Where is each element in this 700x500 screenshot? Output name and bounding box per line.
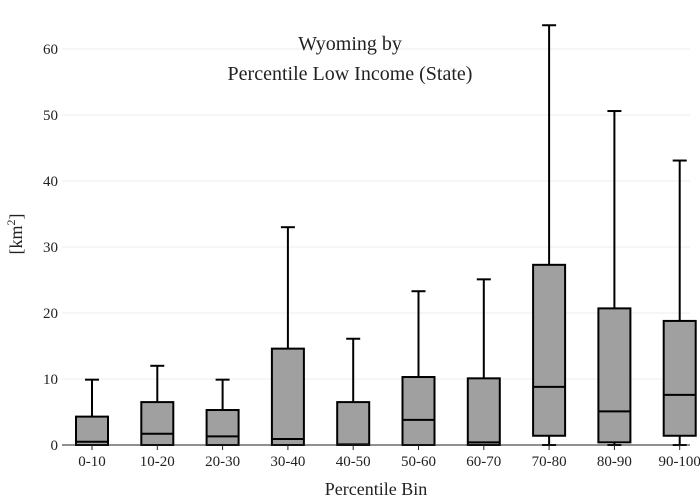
box	[140, 401, 175, 447]
y-tick-label: 60	[43, 42, 58, 58]
y-tick-label: 50	[43, 108, 58, 124]
box-group	[532, 24, 567, 446]
box-group	[270, 226, 305, 447]
x-tick-label: 0-10	[78, 454, 106, 470]
x-tick-label: 70-80	[532, 454, 567, 470]
box-group	[205, 378, 240, 446]
box	[662, 319, 697, 437]
box	[401, 376, 436, 446]
y-axis-title-superscript: 2	[4, 220, 18, 226]
x-tick-label: 20-30	[205, 454, 240, 470]
axes: 0 10 20 30 40 50 60 0-10 10-20 20-30 30-40 40-50 50-…	[43, 42, 700, 470]
y-tick-label: 0	[51, 438, 59, 454]
x-axis-title: Percentile Bin	[325, 479, 427, 499]
box-group	[140, 364, 175, 447]
y-tick-label: 40	[43, 174, 58, 190]
box	[270, 347, 305, 447]
chart-title-line-1: Wyoming by	[298, 33, 402, 55]
box-group	[401, 290, 436, 446]
box-group	[662, 159, 697, 446]
x-tick-label: 50-60	[401, 454, 436, 470]
box	[532, 263, 567, 437]
x-tick-label: 30-40	[270, 454, 305, 470]
box	[205, 409, 240, 446]
box-group	[336, 337, 371, 447]
box	[466, 377, 501, 446]
x-tick-label: 90-100	[658, 454, 700, 470]
box-series	[75, 24, 697, 447]
y-axis-title-close: ]	[6, 214, 26, 220]
y-axis-title: [km2]	[4, 214, 26, 255]
box-group	[75, 378, 109, 446]
chart-title-line-2: Percentile Low Income (State)	[228, 63, 473, 85]
x-tick-label: 60-70	[466, 454, 501, 470]
x-tick-label: 80-90	[597, 454, 632, 470]
y-tick-label: 30	[43, 240, 58, 256]
box	[336, 401, 371, 447]
y-axis-title-unit: [km	[6, 226, 26, 255]
x-tick-label: 40-50	[336, 454, 371, 470]
box	[597, 307, 632, 444]
x-tick-label: 10-20	[140, 454, 175, 470]
y-tick-label: 10	[43, 372, 58, 388]
y-tick-label: 20	[43, 306, 58, 322]
grid-lines	[62, 48, 690, 380]
box-group	[466, 278, 501, 446]
box-group	[597, 110, 632, 446]
